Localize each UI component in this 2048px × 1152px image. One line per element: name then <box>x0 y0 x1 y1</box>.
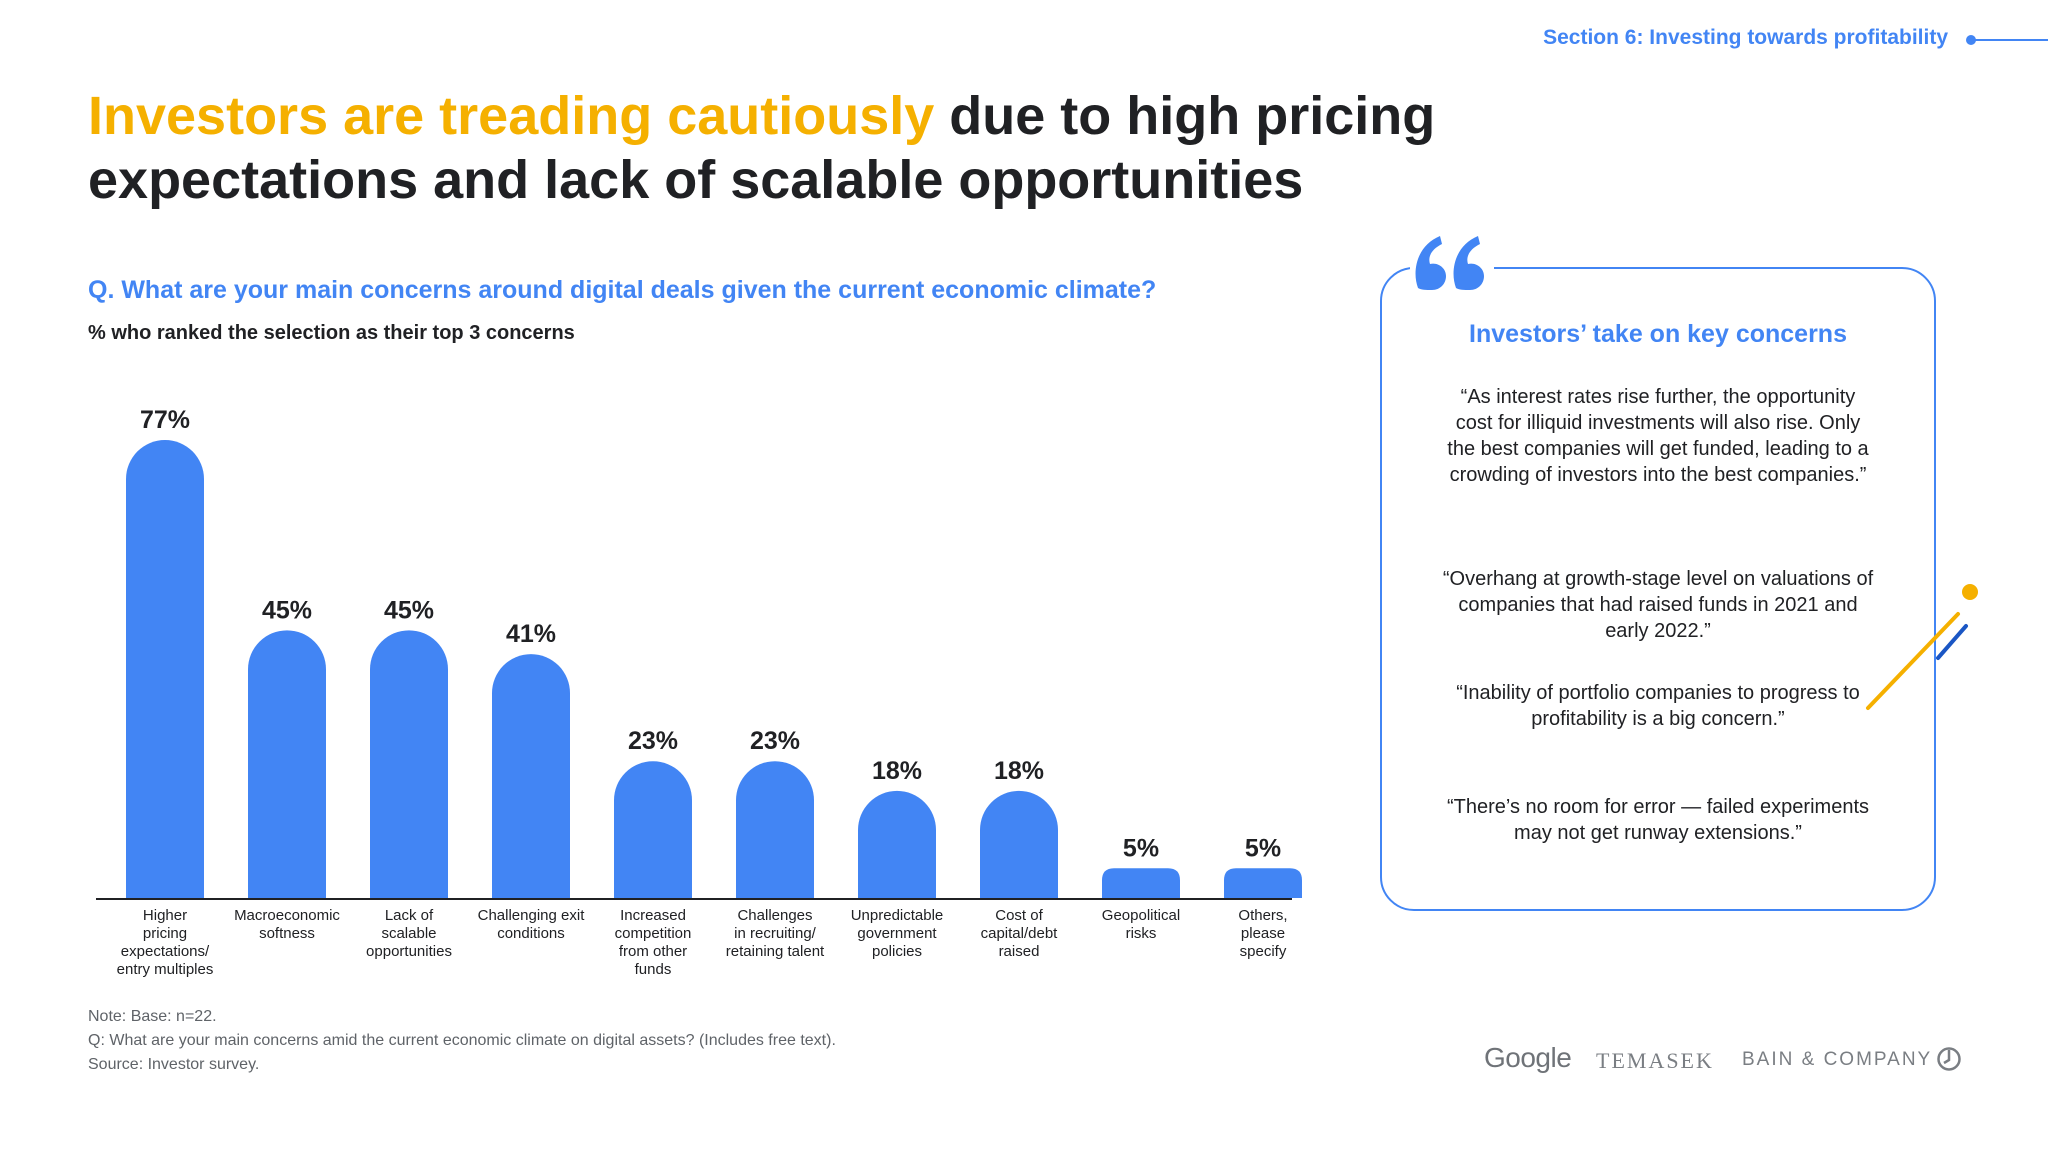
data-label: 23% <box>628 727 678 755</box>
quote-item: “As interest rates rise further, the opp… <box>1447 386 1869 486</box>
category-label: Unpredictable government policies <box>851 907 944 960</box>
category-label: Lack of scalable opportunities <box>366 907 452 960</box>
category-label: Geopolitical risks <box>1102 907 1180 942</box>
section-line <box>1970 39 2048 41</box>
category-label: Increased competition from other funds <box>615 907 692 978</box>
category-label: Others, please specify <box>1238 907 1287 960</box>
data-label: 41% <box>506 620 556 648</box>
data-label: 18% <box>994 757 1044 785</box>
quote-box <box>1380 267 1936 911</box>
footer-logos: Google TEMASEK BAIN & COMPANY <box>1484 1040 1964 1080</box>
decorative-lines <box>1866 584 1978 710</box>
chart-subtitle: % who ranked the selection as their top … <box>88 322 575 344</box>
category-label: Macroeconomic softness <box>234 907 340 942</box>
chart-question: Q. What are your main concerns around di… <box>88 276 1157 304</box>
bain-logo: BAIN & COMPANY <box>1742 1049 1933 1070</box>
title-rest: due to high pricing expectations and lac… <box>88 86 1436 210</box>
quote-item: “Inability of portfolio companies to pro… <box>1456 682 1860 730</box>
bar-chart: 77% Higher pricing expectations/entry multi… <box>96 406 1302 978</box>
footnotes: Note: Base: n=22. Q: What are your main … <box>88 1005 836 1077</box>
quote-item: “Overhang at growth-stage level on valua… <box>1442 568 1874 642</box>
data-label: 5% <box>1245 834 1281 862</box>
bar <box>492 654 570 898</box>
note-source: Source: Investor survey. <box>88 1056 260 1073</box>
category-label: Challenging exit conditions <box>478 907 586 942</box>
data-label: 45% <box>262 596 312 624</box>
quote-mark-icon <box>1410 228 1494 298</box>
bar <box>248 630 326 898</box>
bar <box>980 790 1058 898</box>
quote-heading: Investors’ take on key concerns <box>1469 320 1847 348</box>
bar <box>614 761 692 898</box>
bar <box>126 440 204 898</box>
data-label: 23% <box>750 727 800 755</box>
category-label: Cost of capital/debt raised <box>981 907 1059 960</box>
title-highlight: Investors are treading cautiously <box>88 86 935 146</box>
section-label: Section 6: Investing towards profitabili… <box>1543 26 1948 49</box>
category-label: Challenges in recruiting/retaining talent <box>726 907 825 960</box>
page-title: Investors are treading cautiously due to… <box>88 84 1488 212</box>
temasek-logo: TEMASEK <box>1596 1048 1714 1073</box>
bar <box>858 790 936 898</box>
google-logo: Google <box>1484 1042 1572 1073</box>
bar <box>1102 868 1180 898</box>
data-label: 5% <box>1123 834 1159 862</box>
bar <box>736 761 814 898</box>
data-label: 45% <box>384 596 434 624</box>
bar <box>1224 868 1302 898</box>
data-label: 77% <box>140 406 190 434</box>
data-label: 18% <box>872 757 922 785</box>
note-question: Q: What are your main concerns amid the … <box>88 1032 836 1049</box>
bain-mark-icon <box>1937 1047 1961 1071</box>
note-base: Note: Base: n=22. <box>88 1008 217 1025</box>
quote-item: “There’s no room for error — failed expe… <box>1446 796 1869 844</box>
bar <box>370 630 448 898</box>
category-label: Higher pricing expectations/entry multiple… <box>117 907 214 978</box>
